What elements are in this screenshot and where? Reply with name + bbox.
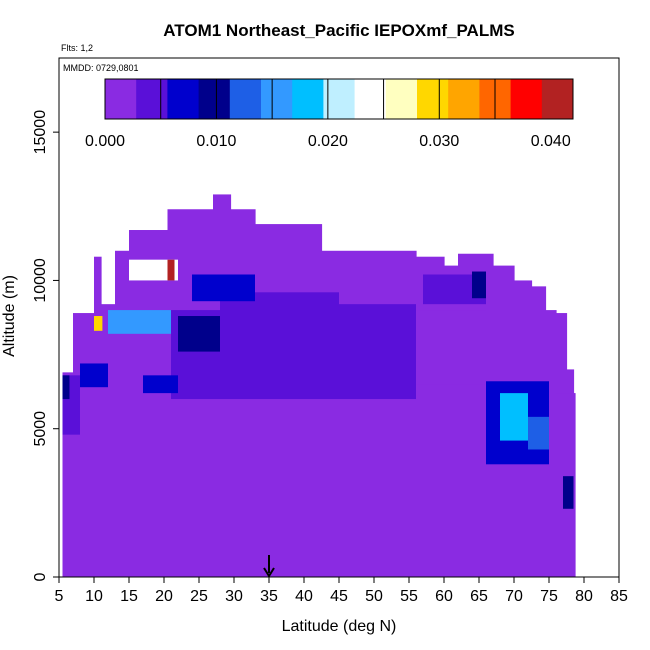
marker-head: [263, 567, 275, 578]
heatmap-feature: [94, 316, 103, 331]
colorbar-tick-label: 0.010: [196, 133, 236, 150]
y-tick-label: 5000: [32, 411, 49, 447]
heatmap-band: [339, 304, 416, 400]
x-tick-label: 70: [505, 588, 523, 605]
colorbar-swatch: [136, 79, 168, 119]
colorbar-tick-label: 0.030: [419, 133, 459, 150]
colorbar-swatch: [167, 79, 200, 119]
y-axis-label: Altitude (m): [1, 275, 18, 357]
heatmap-band: [143, 375, 178, 394]
data-envelope-segment: [94, 256, 102, 577]
heatmap-feature: [129, 259, 178, 281]
x-tick-label: 40: [295, 588, 313, 605]
heatmap-feature: [167, 259, 175, 281]
data-envelope-segment: [255, 224, 323, 577]
y-tick-label: 10000: [32, 258, 49, 303]
colorbar-swatch: [229, 79, 262, 119]
colorbar-tick-label: 0.040: [531, 133, 571, 150]
x-tick-label: 55: [400, 588, 418, 605]
x-tick-label: 75: [540, 588, 558, 605]
x-tick-label: 65: [470, 588, 488, 605]
colorbar-swatch: [292, 79, 324, 119]
x-tick-label: 50: [365, 588, 383, 605]
x-tick-label: 25: [190, 588, 208, 605]
x-tick-label: 60: [435, 588, 453, 605]
colorbar-swatch: [261, 79, 293, 119]
heatmap-band: [192, 274, 255, 302]
colorbar: 0.000 0.010 0.020 0.030 0.040: [85, 78, 574, 150]
data-envelope-segment: [129, 230, 169, 578]
heatmap-band: [563, 476, 574, 509]
colorbar-swatch: [198, 79, 231, 119]
plot-area: [58, 57, 620, 578]
y-tick-label: 15000: [32, 110, 49, 155]
colorbar-swatch: [510, 79, 543, 119]
data-envelope-segment: [62, 372, 74, 577]
x-axis: 5 10 15 20 25 30 35 40 45 50 55 60 65 70 75 80 85: [55, 577, 628, 605]
chart-title: ATOM1 Northeast_Pacific IEPOXmf_PALMS: [163, 21, 514, 40]
data-envelope-segment: [73, 313, 95, 577]
colorbar-swatch: [541, 79, 574, 119]
heatmap-feature: [500, 393, 528, 441]
colorbar-tick-label: 0.020: [308, 133, 348, 150]
heatmap-band: [528, 416, 549, 450]
colorbar-swatch: [323, 79, 356, 119]
data-envelope-segment: [101, 304, 116, 577]
data-envelope-segment: [545, 310, 557, 577]
latitude-marker-arrow: [263, 555, 275, 578]
x-axis-label: Latitude (deg N): [282, 618, 397, 635]
heatmap-band: [472, 271, 486, 299]
x-tick-label: 20: [155, 588, 173, 605]
x-tick-label: 10: [85, 588, 103, 605]
x-tick-label: 45: [330, 588, 348, 605]
colorbar-swatch: [385, 79, 418, 119]
x-tick-label: 30: [225, 588, 243, 605]
colorbar-swatch: [105, 79, 137, 119]
data-envelope-segment: [115, 250, 130, 577]
colorbar-swatch: [448, 79, 480, 119]
dates-label: MMDD: 0729,0801: [63, 63, 139, 73]
x-tick-label: 80: [575, 588, 593, 605]
heatmap-band: [80, 363, 108, 388]
x-tick-label: 85: [610, 588, 628, 605]
colorbar-frame: [104, 78, 574, 120]
data-envelope-segment: [416, 256, 445, 577]
y-axis: 0 5000 10000 15000: [32, 110, 59, 581]
colorbar-tick-label: 0.000: [85, 133, 125, 150]
heatmap-band: [62, 375, 70, 400]
heatmap-band: [220, 292, 339, 400]
colorbar-swatch: [354, 79, 387, 119]
x-tick-label: 15: [120, 588, 138, 605]
heatmap-feature: [108, 310, 171, 334]
heatmap-band: [178, 316, 220, 352]
x-tick-label: 35: [260, 588, 278, 605]
colorbar-swatch: [417, 79, 449, 119]
y-tick-label: 0: [32, 572, 49, 581]
x-tick-label: 5: [55, 588, 64, 605]
flights-label: Flts: 1,2: [61, 43, 93, 53]
heatmap-band: [416, 310, 486, 385]
